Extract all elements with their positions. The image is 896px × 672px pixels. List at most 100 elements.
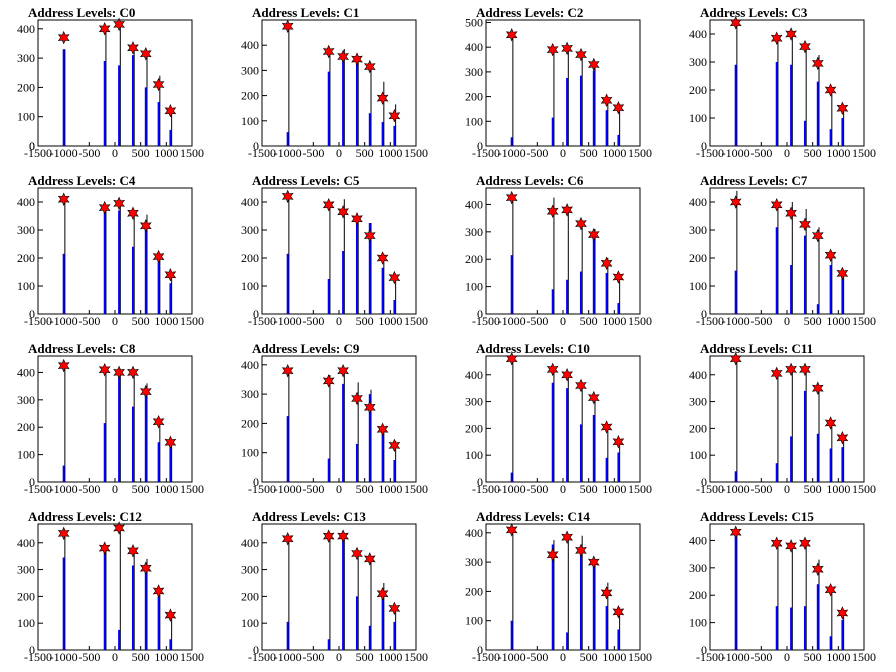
y-tick-label: 300 xyxy=(689,395,707,409)
x-tick-label: 500 xyxy=(356,650,374,664)
red-star-marker xyxy=(57,192,70,206)
chart-panel-0: Address Levels: C001002003004000-1500-10… xyxy=(17,5,204,160)
plot-frame xyxy=(485,355,641,483)
chart-title: Address Levels: C13 xyxy=(252,509,366,524)
chart-title: Address Levels: C14 xyxy=(476,509,590,524)
red-star-marker xyxy=(505,523,518,537)
x-tick-label: -1500 xyxy=(472,146,500,160)
x-tick-label: 1500 xyxy=(180,146,204,160)
chart-panel-10: Address Levels: C101002003004000-1500-10… xyxy=(465,341,652,496)
red-star-marker xyxy=(600,586,613,600)
red-star-marker xyxy=(281,531,294,546)
y-origin-label: 0 xyxy=(29,643,35,657)
y-tick-label: 100 xyxy=(465,280,483,294)
red-star-marker xyxy=(152,414,165,429)
x-tick-label: -500 xyxy=(750,482,772,496)
y-origin-label: 0 xyxy=(701,643,707,657)
x-tick-label: -500 xyxy=(78,146,100,160)
red-star-marker xyxy=(113,17,125,32)
red-star-marker xyxy=(127,41,139,55)
red-star-marker xyxy=(785,27,797,41)
x-tick-label: 500 xyxy=(356,314,374,328)
red-star-marker xyxy=(587,390,600,405)
chart-title: Address Levels: C5 xyxy=(252,173,360,188)
x-tick-label: -500 xyxy=(750,650,772,664)
x-tick-label: 1500 xyxy=(628,482,652,496)
y-origin-label: 0 xyxy=(29,307,35,321)
red-star-marker xyxy=(98,541,111,555)
red-star-marker xyxy=(139,219,152,233)
x-tick-label: -500 xyxy=(302,482,324,496)
x-tick-label: 0 xyxy=(560,482,566,496)
chart-title: Address Levels: C12 xyxy=(28,509,142,524)
chart-panel-13: Address Levels: C131002003004000-1500-10… xyxy=(241,509,428,664)
x-tick-label: 0 xyxy=(784,146,790,160)
red-star-marker xyxy=(811,381,824,395)
red-star-marker xyxy=(546,204,559,219)
y-tick-label: 300 xyxy=(465,395,483,409)
x-tick-label: 0 xyxy=(112,650,118,664)
y-tick-label: 400 xyxy=(689,195,707,209)
y-tick-label: 500 xyxy=(465,15,483,29)
x-tick-label: -1500 xyxy=(472,650,500,664)
red-star-marker xyxy=(785,206,797,220)
y-tick-label: 300 xyxy=(17,223,35,237)
chart-title: Address Levels: C4 xyxy=(28,173,136,188)
red-star-marker xyxy=(587,227,600,242)
y-origin-label: 0 xyxy=(29,475,35,489)
x-tick-label: 1000 xyxy=(602,146,626,160)
red-star-marker xyxy=(561,530,573,544)
y-tick-label: 300 xyxy=(17,51,35,65)
red-star-marker xyxy=(575,216,587,231)
red-star-marker xyxy=(600,420,613,434)
y-tick-label: 300 xyxy=(465,555,483,569)
red-star-marker xyxy=(164,104,177,118)
x-tick-label: 500 xyxy=(804,482,822,496)
x-tick-label: -1500 xyxy=(24,314,52,328)
red-star-marker xyxy=(575,378,587,393)
y-tick-label: 200 xyxy=(241,89,259,103)
x-tick-label: -1000 xyxy=(722,146,750,160)
y-tick-label: 400 xyxy=(241,195,259,209)
red-star-marker xyxy=(770,536,783,550)
x-tick-label: -1500 xyxy=(24,650,52,664)
red-star-marker xyxy=(337,205,349,219)
x-tick-label: -1000 xyxy=(498,146,526,160)
y-tick-label: 400 xyxy=(17,22,35,36)
y-tick-label: 400 xyxy=(241,536,259,550)
x-tick-label: 500 xyxy=(356,146,374,160)
red-star-marker xyxy=(281,363,294,378)
y-tick-label: 400 xyxy=(465,197,483,211)
y-tick-label: 100 xyxy=(689,448,707,462)
red-star-marker xyxy=(575,543,587,558)
y-tick-label: 300 xyxy=(465,65,483,79)
y-tick-label: 200 xyxy=(17,589,35,603)
y-tick-label: 300 xyxy=(689,561,707,575)
red-star-marker xyxy=(98,362,111,377)
red-star-marker xyxy=(388,109,401,123)
red-star-marker xyxy=(799,362,811,377)
red-star-marker xyxy=(770,31,783,45)
red-star-marker xyxy=(546,362,559,377)
plot-frame xyxy=(485,19,641,147)
red-star-marker xyxy=(388,601,401,616)
red-star-marker xyxy=(600,256,613,271)
x-tick-label: 1000 xyxy=(378,146,402,160)
red-star-marker xyxy=(824,416,837,430)
red-star-marker xyxy=(363,400,376,415)
y-tick-label: 200 xyxy=(17,420,35,434)
red-star-marker xyxy=(612,100,625,115)
x-tick-label: -500 xyxy=(526,650,548,664)
red-star-marker xyxy=(546,42,559,57)
red-star-marker xyxy=(799,217,811,232)
y-tick-label: 200 xyxy=(241,251,259,265)
y-tick-label: 300 xyxy=(465,225,483,239)
red-star-marker xyxy=(388,438,401,453)
y-tick-label: 200 xyxy=(241,416,259,430)
red-star-marker xyxy=(113,521,125,535)
red-star-marker xyxy=(322,374,335,388)
y-tick-label: 100 xyxy=(689,279,707,293)
y-tick-label: 200 xyxy=(465,252,483,266)
x-tick-label: -1000 xyxy=(498,650,526,664)
red-star-marker xyxy=(337,529,349,543)
